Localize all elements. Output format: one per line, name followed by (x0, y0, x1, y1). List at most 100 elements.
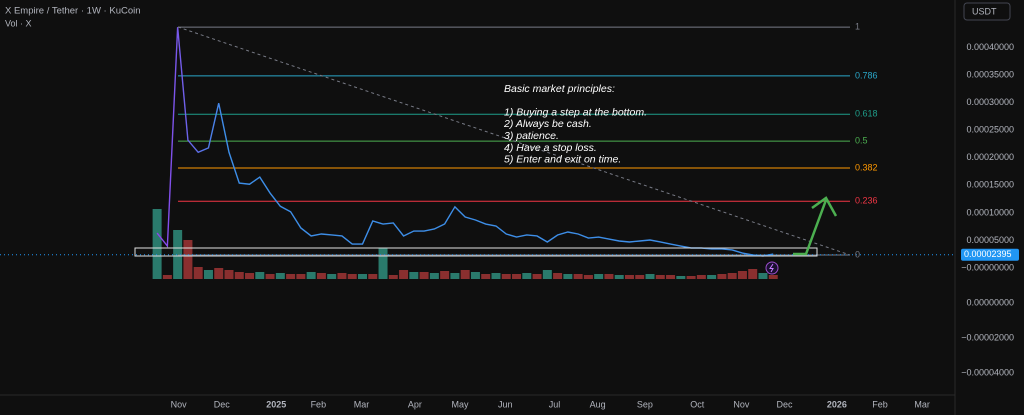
y-tick-label: 0.00015000 (966, 180, 1014, 190)
y-tick-label: 0.00030000 (966, 97, 1014, 107)
annotation-line: 1) Buying a step at the bottom. (504, 106, 647, 118)
x-tick-label: Feb (311, 399, 327, 409)
fib-label: 0.786 (855, 70, 878, 80)
volume-bar (399, 270, 409, 279)
x-tick-label: Nov (733, 399, 750, 409)
volume-bar (286, 274, 296, 279)
fib-label: 0 (855, 249, 860, 259)
volume-bar (676, 276, 686, 279)
volume-bar (296, 274, 306, 279)
volume-bar (173, 230, 183, 279)
volume-bar (563, 274, 573, 279)
y2-tick-label: 0.00000000 (966, 297, 1014, 307)
volume-bar (255, 272, 265, 279)
volume-bar (203, 270, 213, 279)
volume-bar (491, 273, 501, 279)
volume-bar (481, 274, 491, 279)
x-tick-label: Mar (914, 399, 930, 409)
volume-bar (666, 275, 676, 279)
volume-bar (737, 271, 747, 279)
volume-bar (460, 270, 470, 279)
y2-tick-label: −0.00002000 (961, 332, 1014, 342)
fib-label: 0.5 (855, 135, 868, 145)
volume-bar (501, 274, 511, 279)
annotation: Basic market principles: 1) Buying a step… (503, 83, 647, 166)
annotation-line: 2) Always be cash. (503, 118, 592, 130)
x-tick-label: Sep (637, 399, 653, 409)
volume-bar (306, 272, 316, 279)
volume-bar (470, 272, 480, 279)
y-tick-label: 0.00025000 (966, 125, 1014, 135)
volume-bar (573, 274, 583, 279)
volume-bar (275, 273, 285, 279)
volume-bar (245, 273, 255, 279)
x-tick-label: Aug (590, 399, 606, 409)
fib-label: 0.236 (855, 196, 878, 206)
volume-bar (337, 273, 347, 279)
range-box (134, 247, 818, 257)
volume-bar (419, 272, 429, 279)
annotation-line: 4) Have a stop loss. (504, 142, 597, 154)
fib-label: 1 (855, 22, 860, 32)
y-tick-label: 0.00010000 (966, 207, 1014, 217)
annotation-line: 3) patience. (504, 130, 559, 142)
last-price-tag (961, 248, 1019, 261)
volume-bar (594, 274, 604, 279)
x-tick-label: Jul (549, 399, 561, 409)
x-tick-label: Dec (214, 399, 231, 409)
volume-bar (696, 275, 706, 279)
volume-bar (645, 274, 655, 279)
volume-bar (183, 240, 193, 279)
volume-bar (727, 273, 737, 279)
volume-bar (655, 275, 665, 279)
y2-tick-label: −0.00004000 (961, 367, 1014, 377)
volume-bar (388, 275, 398, 279)
volume-bar (686, 276, 696, 279)
volume-bar (614, 275, 624, 279)
volume-bar (162, 275, 172, 279)
volume-bar (347, 274, 357, 279)
volume-bar (316, 273, 326, 279)
currency-button[interactable] (963, 2, 1011, 21)
volume-bar (512, 274, 522, 279)
x-tick-label: 2025 (266, 399, 286, 409)
x-tick-label: Apr (408, 399, 422, 409)
x-tick-label: May (452, 399, 470, 409)
volume-bar (522, 273, 532, 279)
volume-bar (327, 274, 337, 279)
y-tick-label: 0.00005000 (966, 235, 1014, 245)
y-tick-label: 0.00040000 (966, 42, 1014, 52)
volume-bar (768, 275, 778, 279)
volume-bar (583, 275, 593, 279)
volume-bar (152, 209, 162, 279)
x-tick-label: 2026 (827, 399, 847, 409)
volume-bar (429, 273, 439, 279)
event-icon-bolt (769, 263, 774, 273)
volume-bar (193, 267, 203, 279)
volume-bar (635, 275, 645, 279)
volume-bar (748, 269, 758, 279)
x-tick-label: Nov (171, 399, 188, 409)
currency-label: USDT (972, 6, 997, 16)
annotation-line: Basic market principles: (504, 83, 615, 95)
volume-bar (450, 273, 460, 279)
x-tick-label: Mar (354, 399, 370, 409)
fib-label: 0.618 (855, 109, 878, 119)
x-tick-label: Jun (498, 399, 513, 409)
volume-bar (214, 268, 224, 279)
x-tick-label: Feb (872, 399, 888, 409)
volume-bar (224, 270, 234, 279)
volume-bar (542, 270, 552, 279)
fib-label: 0.382 (855, 162, 878, 172)
volume-bar (758, 273, 768, 279)
volume-bar (234, 272, 244, 279)
volume-label: Vol · X (5, 18, 32, 28)
volume-bar (440, 271, 450, 279)
x-tick-label: Dec (777, 399, 794, 409)
last-price-label: 0.00002395 (964, 249, 1012, 259)
volume-bar (378, 248, 388, 279)
volume-bar (604, 274, 614, 279)
arrow-line (793, 199, 828, 256)
volume-bar (532, 274, 542, 279)
